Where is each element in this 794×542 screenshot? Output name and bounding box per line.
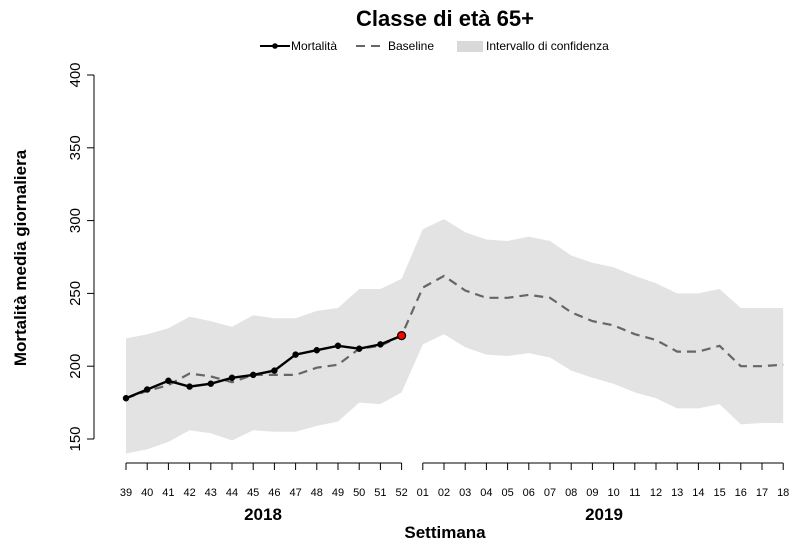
legend-baseline-label: Baseline [388, 39, 434, 53]
y-tick-label: 300 [67, 208, 84, 233]
baseline-line [125, 274, 784, 400]
x-axis-label: Settimana [404, 523, 486, 542]
x-tick-label: 06 [523, 487, 535, 499]
x-tick-label: 15 [713, 487, 725, 499]
mortalita-point-latest [397, 331, 407, 341]
x-tick-label: 14 [692, 487, 704, 499]
x-tick-label: 09 [586, 487, 598, 499]
x-tick-label: 52 [395, 487, 407, 499]
x-tick-label: 03 [459, 487, 471, 499]
mortalita-point [271, 367, 278, 374]
mortalita-point [355, 345, 363, 352]
x-tick-label: 05 [501, 487, 513, 499]
confidence-band [126, 219, 784, 454]
plot-area: 150 200 250 300 350 400 39 40 41 42 43 44 45 46 47 48 49… [67, 62, 789, 499]
mortalita-point [165, 377, 172, 385]
x-axis: 39 40 41 42 43 44 45 46 47 48 49 50 51 52 01 02 03 04 05 06… [120, 462, 789, 499]
y-tick-label: 200 [67, 354, 84, 379]
x-tick-label: 12 [650, 487, 662, 499]
legend-confidence-label: Intervallo di confidenza [486, 39, 609, 53]
year-label-2019: 2019 [585, 505, 623, 524]
mortalita-point [122, 394, 130, 402]
mortalita-point [292, 351, 299, 358]
x-tick-label: 44 [226, 487, 238, 499]
mortalita-point [143, 386, 151, 393]
year-label-2018: 2018 [244, 505, 282, 524]
mortalita-point [186, 383, 193, 390]
x-tick-label: 41 [162, 487, 174, 499]
x-tick-label: 11 [629, 487, 640, 499]
x-tick-label: 04 [480, 487, 492, 499]
x-tick-label: 43 [205, 487, 217, 499]
x-tick-label: 02 [438, 487, 450, 499]
x-tick-label: 01 [417, 487, 429, 499]
legend-mortalita-label: Mortalità [291, 39, 337, 53]
mortalita-point [249, 371, 257, 379]
mortalita-point [313, 346, 321, 354]
x-tick-label: 51 [374, 487, 386, 499]
mortalita-point [377, 341, 384, 348]
y-tick-label: 400 [67, 62, 84, 87]
x-tick-label: 48 [311, 487, 323, 499]
mortalita-point [228, 374, 236, 382]
x-tick-label: 08 [565, 487, 577, 499]
x-tick-label: 17 [756, 487, 768, 499]
x-tick-label: 16 [735, 487, 747, 499]
chart-title: Classe di età 65+ [356, 6, 534, 31]
mortalita-line [125, 334, 403, 400]
y-tick-label: 150 [67, 426, 84, 451]
x-tick-label: 47 [289, 487, 301, 499]
y-tick-label: 250 [67, 281, 84, 306]
mortalita-point [334, 342, 342, 350]
x-tick-label: 13 [671, 487, 683, 499]
x-tick-label: 46 [268, 487, 280, 499]
legend-mortalita-marker [272, 43, 278, 49]
y-tick-label: 350 [67, 135, 84, 160]
x-tick-label: 07 [544, 487, 556, 499]
y-axis-label: Mortalità media giornaliera [11, 149, 30, 366]
legend-confidence-swatch [457, 41, 483, 52]
x-tick-label: 10 [607, 487, 619, 499]
x-tick-label: 45 [247, 487, 259, 499]
x-tick-label: 49 [332, 487, 344, 499]
y-axis: 150 200 250 300 350 400 [67, 62, 95, 452]
legend: Mortalità Baseline Intervallo di confide… [260, 39, 609, 53]
x-tick-label: 39 [120, 487, 132, 499]
x-tick-label: 40 [141, 487, 153, 499]
x-tick-label: 50 [353, 487, 365, 499]
x-tick-label: 18 [777, 487, 789, 499]
x-tick-label: 42 [183, 487, 195, 499]
mortalita-point [207, 380, 215, 387]
